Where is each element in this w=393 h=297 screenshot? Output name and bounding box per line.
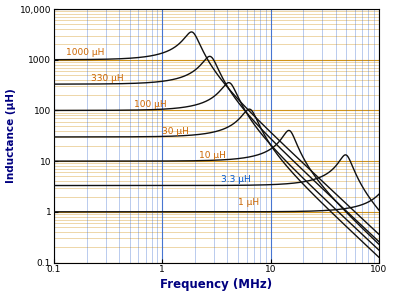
Y-axis label: Inductance (μH): Inductance (μH) xyxy=(6,89,16,183)
X-axis label: Frequency (MHz): Frequency (MHz) xyxy=(160,279,272,291)
Text: 3.3 μH: 3.3 μH xyxy=(221,175,251,184)
Text: 330 μH: 330 μH xyxy=(91,74,124,83)
Text: 100 μH: 100 μH xyxy=(134,100,167,109)
Text: 1000 μH: 1000 μH xyxy=(66,48,105,57)
Text: 30 μH: 30 μH xyxy=(162,127,189,136)
Text: 1 μH: 1 μH xyxy=(238,198,259,207)
Text: 10 μH: 10 μH xyxy=(199,151,226,160)
